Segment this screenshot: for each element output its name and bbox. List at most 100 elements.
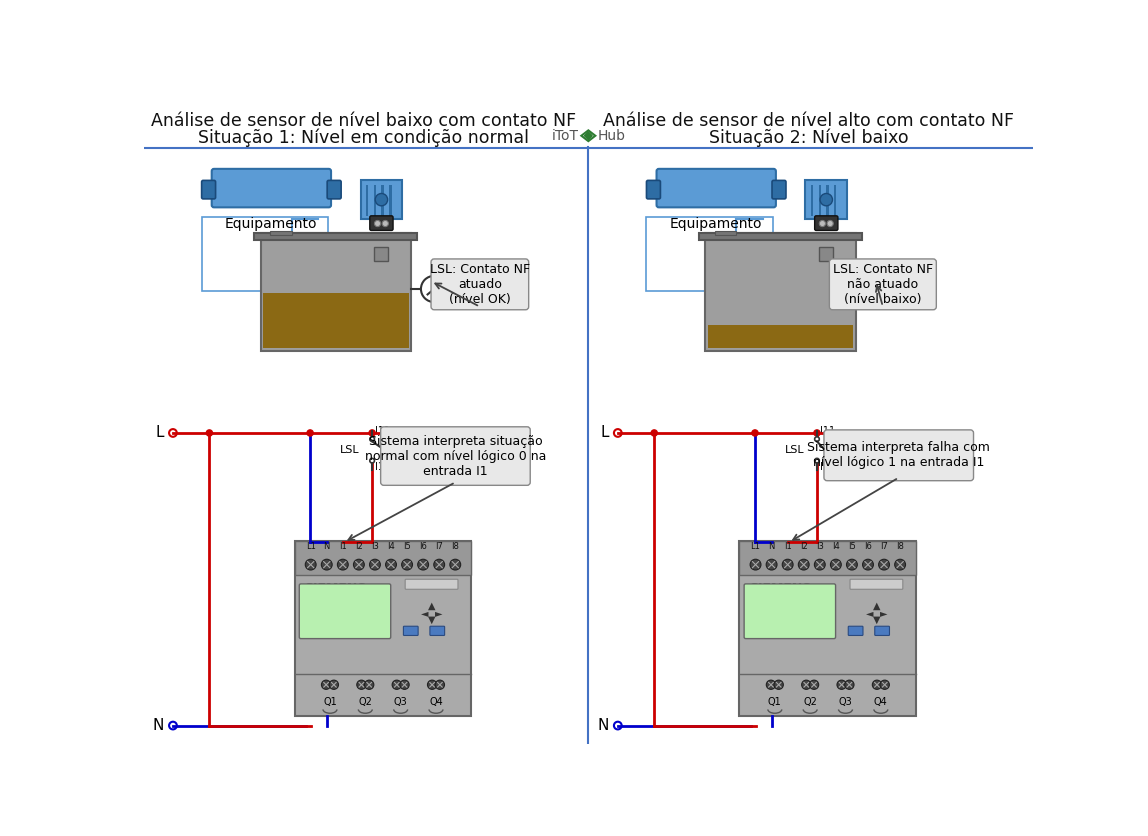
Text: I5: I5 xyxy=(403,543,411,551)
Circle shape xyxy=(766,559,777,570)
Text: I6: I6 xyxy=(864,543,872,551)
Circle shape xyxy=(370,437,374,441)
FancyBboxPatch shape xyxy=(389,185,391,216)
Text: I12: I12 xyxy=(375,462,390,472)
Circle shape xyxy=(830,559,841,570)
Text: SIEMENS: SIEMENS xyxy=(748,583,810,595)
FancyBboxPatch shape xyxy=(739,541,916,716)
FancyBboxPatch shape xyxy=(739,541,916,574)
Text: Análise de sensor de nível baixo com contato NF: Análise de sensor de nível baixo com con… xyxy=(152,112,576,130)
Circle shape xyxy=(774,681,783,690)
FancyBboxPatch shape xyxy=(211,169,331,207)
Text: I12: I12 xyxy=(820,462,836,472)
Text: I3: I3 xyxy=(816,543,824,551)
Circle shape xyxy=(752,430,758,436)
Circle shape xyxy=(307,430,313,436)
Text: Q4: Q4 xyxy=(874,697,887,707)
Circle shape xyxy=(815,458,820,463)
Text: ►: ► xyxy=(879,608,887,618)
Circle shape xyxy=(814,559,825,570)
Text: I8: I8 xyxy=(451,543,459,551)
Circle shape xyxy=(418,559,428,570)
Text: Q3: Q3 xyxy=(839,697,852,707)
Text: I5: I5 xyxy=(848,543,855,551)
FancyBboxPatch shape xyxy=(715,232,736,235)
Circle shape xyxy=(846,559,858,570)
Circle shape xyxy=(801,681,810,690)
Text: LSL: Contato NF
não atuado
(nível baixo): LSL: Contato NF não atuado (nível baixo) xyxy=(832,263,933,306)
FancyBboxPatch shape xyxy=(327,181,341,199)
Text: LSL: LSL xyxy=(785,445,805,455)
Text: Q2: Q2 xyxy=(804,697,817,707)
Text: Sistema interpreta falha com
nível lógico 1 na entrada I1: Sistema interpreta falha com nível lógic… xyxy=(807,441,991,469)
FancyBboxPatch shape xyxy=(819,185,821,216)
FancyBboxPatch shape xyxy=(374,185,377,216)
Text: I2: I2 xyxy=(800,543,807,551)
Text: LSL: Contato NF
atuado
(nível OK): LSL: Contato NF atuado (nível OK) xyxy=(429,263,530,306)
Circle shape xyxy=(305,559,316,570)
Text: I7: I7 xyxy=(435,543,443,551)
Text: Q1: Q1 xyxy=(768,697,782,707)
Text: I8: I8 xyxy=(897,543,903,551)
Circle shape xyxy=(767,681,776,690)
FancyBboxPatch shape xyxy=(405,579,458,589)
Circle shape xyxy=(845,681,854,690)
FancyBboxPatch shape xyxy=(263,293,409,349)
Text: I1: I1 xyxy=(339,543,347,551)
Text: N: N xyxy=(597,718,608,733)
FancyBboxPatch shape xyxy=(366,185,369,216)
FancyBboxPatch shape xyxy=(827,185,829,216)
FancyBboxPatch shape xyxy=(848,626,863,635)
Text: Sistema interpreta situação
normal com nível lógico 0 na
entrada I1: Sistema interpreta situação normal com n… xyxy=(365,435,546,477)
FancyBboxPatch shape xyxy=(300,584,390,639)
Circle shape xyxy=(382,221,388,227)
Text: Q4: Q4 xyxy=(429,697,443,707)
Circle shape xyxy=(321,681,331,690)
FancyBboxPatch shape xyxy=(815,216,838,231)
Circle shape xyxy=(809,681,819,690)
Circle shape xyxy=(820,193,832,206)
Circle shape xyxy=(338,559,348,570)
Text: L1: L1 xyxy=(305,543,316,551)
Circle shape xyxy=(329,681,339,690)
Circle shape xyxy=(321,559,332,570)
Text: I1: I1 xyxy=(784,543,791,551)
Text: ◄: ◄ xyxy=(866,608,874,618)
Text: Equipamento: Equipamento xyxy=(670,217,762,232)
Circle shape xyxy=(837,681,846,690)
Circle shape xyxy=(386,559,396,570)
Text: Hub: Hub xyxy=(598,129,626,143)
Circle shape xyxy=(370,559,380,570)
Circle shape xyxy=(881,681,890,690)
Text: N: N xyxy=(768,543,775,551)
Text: I2: I2 xyxy=(355,543,363,551)
Circle shape xyxy=(827,221,833,227)
FancyBboxPatch shape xyxy=(255,232,417,240)
Text: ▲: ▲ xyxy=(428,601,435,611)
Text: Situação 2: Nível baixo: Situação 2: Nível baixo xyxy=(708,128,908,146)
FancyBboxPatch shape xyxy=(295,541,472,716)
Circle shape xyxy=(878,559,890,570)
Circle shape xyxy=(651,430,658,436)
Circle shape xyxy=(393,681,402,690)
Circle shape xyxy=(421,276,448,302)
Text: SIEMENS: SIEMENS xyxy=(304,583,366,595)
Text: I4: I4 xyxy=(832,543,839,551)
FancyBboxPatch shape xyxy=(370,216,393,231)
FancyBboxPatch shape xyxy=(295,541,472,574)
Text: L: L xyxy=(600,426,608,441)
FancyBboxPatch shape xyxy=(744,584,836,639)
Circle shape xyxy=(207,430,212,436)
Text: Q2: Q2 xyxy=(358,697,372,707)
Text: Equipamento: Equipamento xyxy=(225,217,318,232)
Circle shape xyxy=(365,681,374,690)
Text: Situação 1: Nível em condição normal: Situação 1: Nível em condição normal xyxy=(199,128,529,146)
Circle shape xyxy=(820,221,825,227)
FancyBboxPatch shape xyxy=(202,181,216,199)
FancyBboxPatch shape xyxy=(374,247,388,261)
Circle shape xyxy=(815,437,820,441)
FancyBboxPatch shape xyxy=(381,427,530,486)
Circle shape xyxy=(894,559,906,570)
FancyBboxPatch shape xyxy=(850,579,902,589)
FancyBboxPatch shape xyxy=(699,232,862,240)
